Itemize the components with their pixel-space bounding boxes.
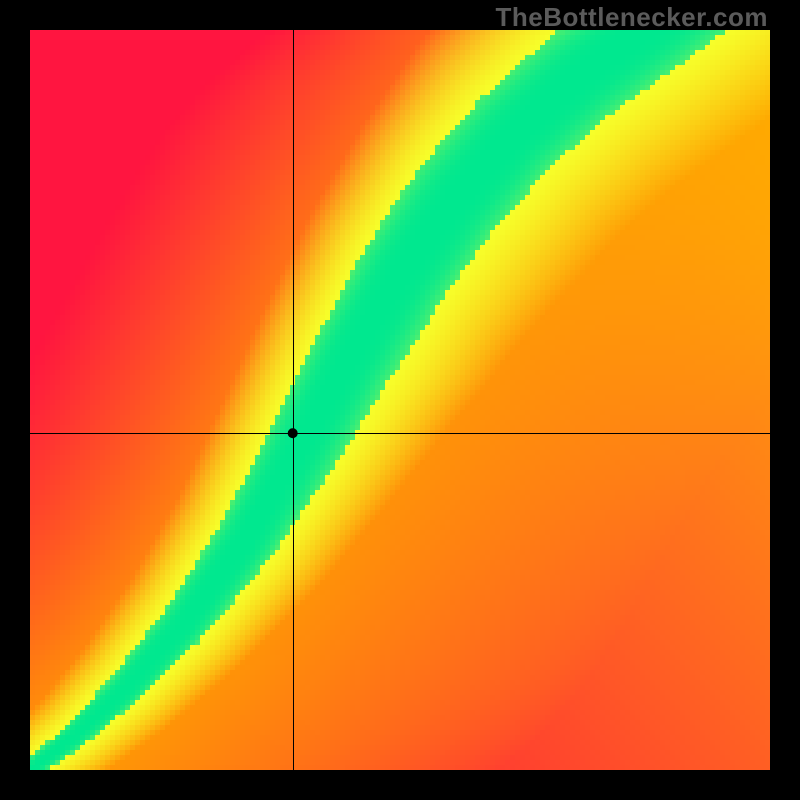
bottleneck-heatmap — [0, 0, 800, 800]
watermark-text: TheBottlenecker.com — [496, 2, 768, 33]
